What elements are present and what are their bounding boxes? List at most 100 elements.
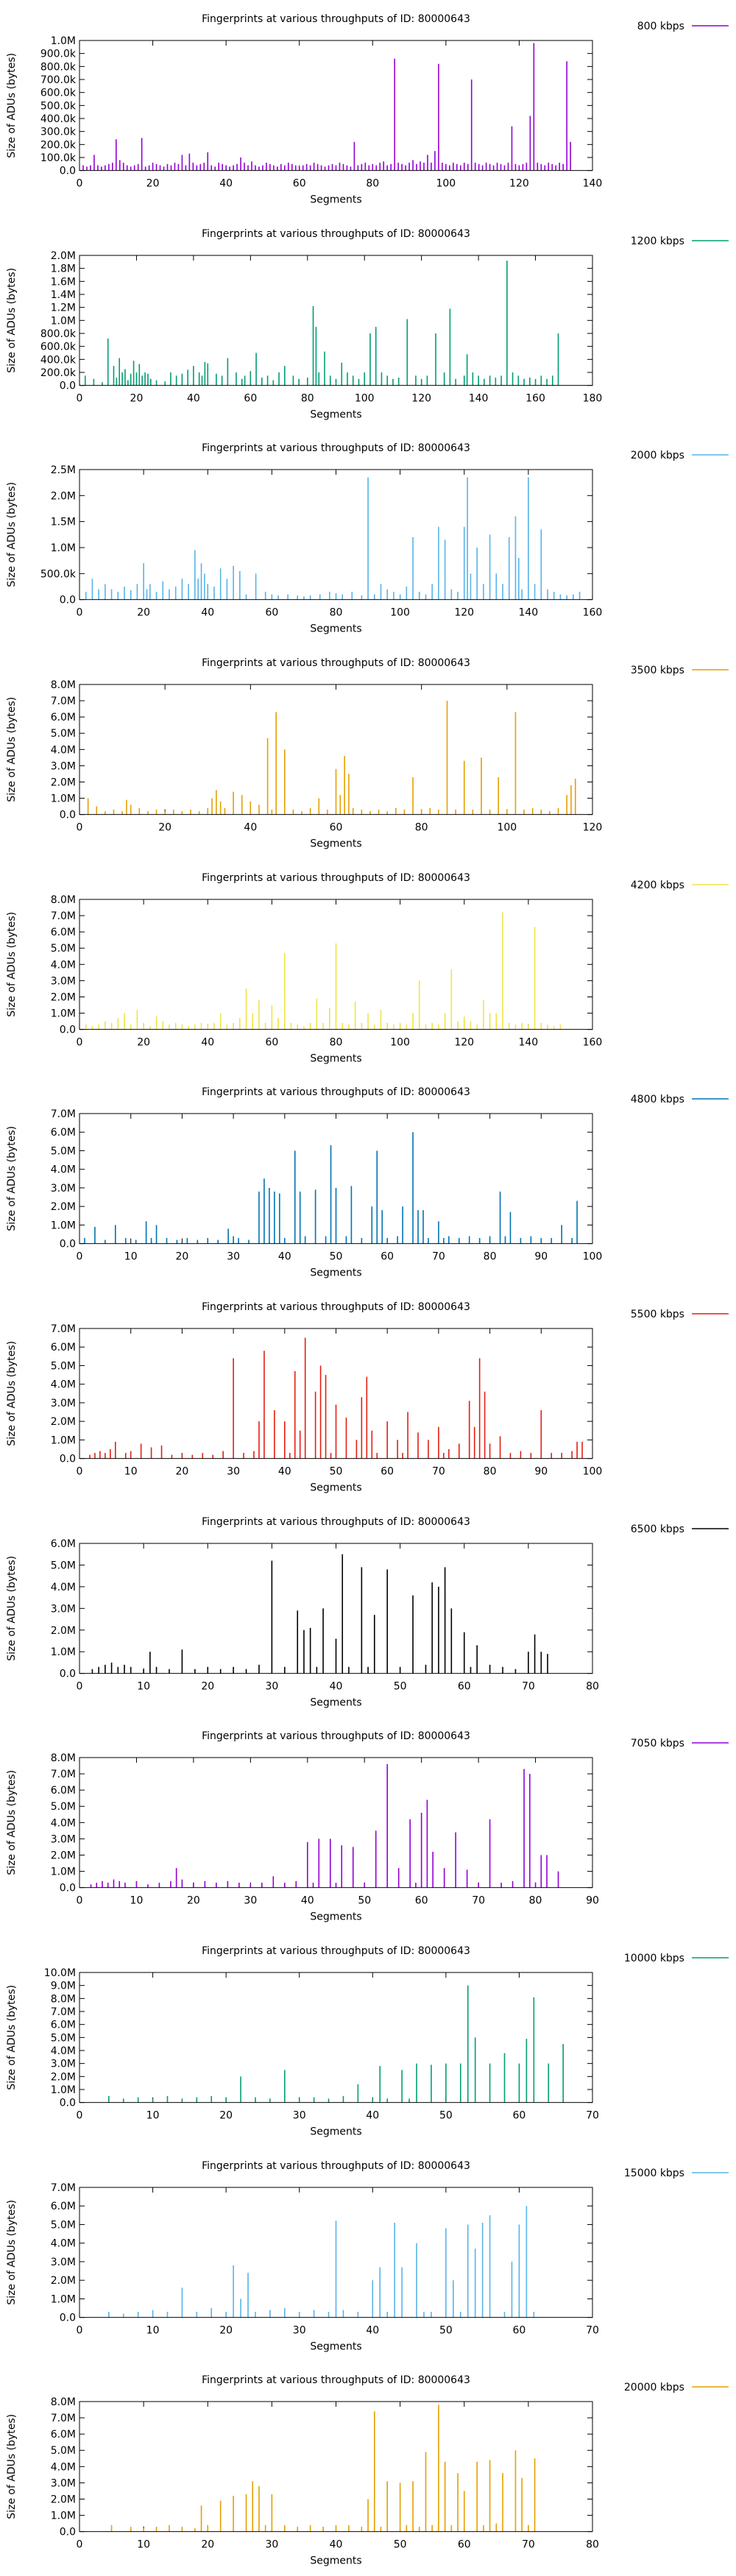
x-tick-label: 120 xyxy=(454,1036,474,1048)
x-tick-label: 0 xyxy=(77,1680,83,1692)
x-tick-label: 30 xyxy=(227,1466,240,1478)
chart-panel-9: Fingerprints at various throughputs of I… xyxy=(6,1945,729,2138)
plot-border xyxy=(79,2187,593,2318)
x-tick-label: 60 xyxy=(458,1680,471,1692)
x-tick-label: 140 xyxy=(519,607,539,619)
y-tick-label: 2.0M xyxy=(51,2071,76,2083)
x-tick-label: 20 xyxy=(176,1251,189,1263)
x-tick-label: 70 xyxy=(432,1251,445,1263)
y-tick-label: 4.0M xyxy=(51,959,76,971)
y-tick-label: 3.0M xyxy=(51,1834,76,1846)
y-tick-label: 300.0k xyxy=(40,127,77,138)
x-tick-label: 0 xyxy=(77,1036,83,1048)
chart-title: Fingerprints at various throughputs of I… xyxy=(202,657,470,669)
x-tick-label: 60 xyxy=(513,2110,526,2122)
x-tick-label: 70 xyxy=(472,1895,485,1907)
y-tick-label: 6.0M xyxy=(51,1538,76,1550)
y-tick-label: 5.0M xyxy=(51,728,76,740)
chart-panel-2: Fingerprints at various throughputs of I… xyxy=(6,442,729,635)
chart-panel-4: Fingerprints at various throughputs of I… xyxy=(6,872,729,1064)
y-axis-label: Size of ADUs (bytes) xyxy=(6,482,18,587)
y-tick-label: 100.0k xyxy=(40,152,77,164)
y-tick-label: 5.0M xyxy=(51,1801,76,1813)
x-tick-label: 60 xyxy=(265,607,278,619)
x-tick-label: 20 xyxy=(176,1466,189,1478)
x-tick-label: 20 xyxy=(137,607,150,619)
y-tick-label: 500.0k xyxy=(40,100,77,112)
y-tick-label: 700.0k xyxy=(40,74,77,86)
x-tick-label: 0 xyxy=(77,607,83,619)
y-tick-label: 0.0 xyxy=(60,166,76,177)
chart-panel-5: Fingerprints at various throughputs of I… xyxy=(6,1086,729,1279)
x-axis-label: Segments xyxy=(310,194,361,206)
plot-border xyxy=(79,2401,593,2533)
y-tick-label: 0.0 xyxy=(60,2098,76,2109)
x-axis-label: Segments xyxy=(310,2340,361,2352)
y-tick-label: 1.0M xyxy=(51,315,76,327)
x-tick-label: 100 xyxy=(390,1036,410,1048)
y-tick-label: 6.0M xyxy=(51,2429,76,2441)
chart-panel-1: Fingerprints at various throughputs of I… xyxy=(6,228,729,420)
x-tick-label: 20 xyxy=(158,822,171,834)
y-tick-label: 1.4M xyxy=(51,289,76,301)
x-tick-label: 0 xyxy=(77,1895,83,1907)
x-tick-label: 40 xyxy=(219,178,233,190)
plot-border xyxy=(79,684,593,815)
y-tick-label: 5.0M xyxy=(51,1360,76,1372)
y-tick-label: 2.0M xyxy=(51,1624,76,1636)
y-tick-label: 7.0M xyxy=(51,1108,76,1120)
x-tick-label: 40 xyxy=(278,1251,291,1263)
x-tick-label: 0 xyxy=(77,178,83,190)
x-tick-label: 60 xyxy=(513,2324,526,2336)
y-tick-label: 5.0M xyxy=(51,943,76,955)
x-tick-label: 100 xyxy=(390,607,410,619)
x-tick-label: 60 xyxy=(293,178,306,190)
y-tick-label: 600.0k xyxy=(40,88,77,99)
x-tick-label: 10 xyxy=(137,1680,150,1692)
y-tick-label: 5.0M xyxy=(51,1146,76,1158)
x-tick-label: 80 xyxy=(529,1895,542,1907)
y-tick-label: 2.0M xyxy=(51,991,76,1003)
legend-label: 5500 kbps xyxy=(631,1309,684,1320)
y-tick-label: 900.0k xyxy=(40,49,77,60)
y-tick-label: 0.0 xyxy=(60,810,76,821)
x-tick-label: 20 xyxy=(137,1036,150,1048)
y-tick-label: 1.0M xyxy=(51,542,76,554)
x-tick-label: 40 xyxy=(366,2110,379,2122)
x-tick-label: 10 xyxy=(146,2324,160,2336)
x-tick-label: 20 xyxy=(219,2324,233,2336)
x-tick-label: 30 xyxy=(293,2324,306,2336)
plot-border xyxy=(79,40,593,171)
x-tick-label: 20 xyxy=(130,392,144,404)
y-tick-label: 1.5M xyxy=(51,517,76,528)
x-tick-label: 40 xyxy=(201,607,214,619)
x-tick-label: 100 xyxy=(583,1466,603,1478)
y-tick-label: 3.0M xyxy=(51,760,76,772)
x-tick-label: 90 xyxy=(534,1466,548,1478)
x-axis-label: Segments xyxy=(310,1696,361,1708)
y-tick-label: 2.5M xyxy=(51,464,76,476)
x-tick-label: 40 xyxy=(201,1036,214,1048)
x-tick-label: 80 xyxy=(301,392,314,404)
y-tick-label: 1.0M xyxy=(51,35,76,47)
y-tick-label: 4.0M xyxy=(51,1379,76,1391)
y-tick-label: 3.0M xyxy=(51,2478,76,2490)
legend-label: 800 kbps xyxy=(637,21,684,32)
y-tick-label: 1.0M xyxy=(51,1434,76,1446)
x-tick-label: 10 xyxy=(146,2110,160,2122)
x-tick-label: 50 xyxy=(358,1895,371,1907)
y-tick-label: 3.0M xyxy=(51,1603,76,1615)
plot-border xyxy=(79,899,593,1030)
x-tick-label: 80 xyxy=(586,1680,599,1692)
x-tick-label: 0 xyxy=(77,2539,83,2551)
chart-panel-7: Fingerprints at various throughputs of I… xyxy=(6,1516,729,1708)
plot-border xyxy=(79,1972,593,2103)
x-tick-label: 90 xyxy=(534,1251,548,1263)
x-tick-label: 120 xyxy=(583,822,603,834)
y-axis-label: Size of ADUs (bytes) xyxy=(6,53,18,158)
x-tick-label: 10 xyxy=(124,1251,138,1263)
y-tick-label: 4.0M xyxy=(51,1581,76,1593)
y-tick-label: 5.0M xyxy=(51,1560,76,1571)
y-tick-label: 0.0 xyxy=(60,595,76,606)
y-tick-label: 3.0M xyxy=(51,975,76,987)
